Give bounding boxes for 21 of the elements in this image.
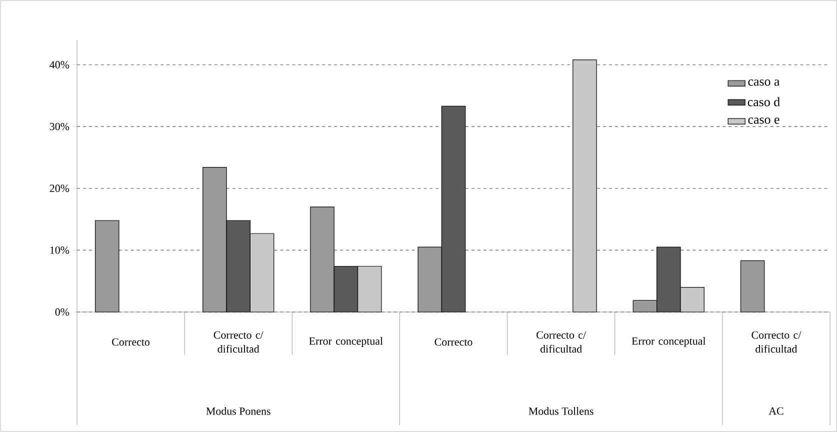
y-tick-label: 40%: [50, 61, 70, 68]
text: Modus Ponens: [206, 407, 270, 415]
legend-label: caso a: [748, 80, 780, 86]
bar: [572, 59, 597, 312]
x-tick-label: Correcto c/ dificultad: [214, 331, 264, 353]
y-tick-label: 0%: [55, 308, 70, 316]
x-tick-label: Correcto: [434, 338, 472, 346]
bar: [94, 220, 120, 312]
x-tick-label: Error conceptual: [632, 337, 706, 347]
y-tick-label: 10%: [50, 246, 70, 254]
y-tick-label: 20%: [50, 184, 70, 192]
legend-label: caso d: [748, 97, 780, 106]
x-tick-label: Correcto c/ dificultad: [536, 331, 586, 353]
y-tick-label: 30%: [50, 122, 70, 130]
legend-label: caso e: [748, 118, 780, 124]
text: AC: [768, 407, 784, 415]
x-tick-label: Error conceptual: [309, 337, 383, 347]
x-tick-label: Correcto: [112, 338, 150, 346]
text: Modus Tollens: [528, 407, 594, 415]
x-tick-label: Correcto c/ dificultad: [752, 331, 802, 353]
bar: [740, 260, 765, 312]
